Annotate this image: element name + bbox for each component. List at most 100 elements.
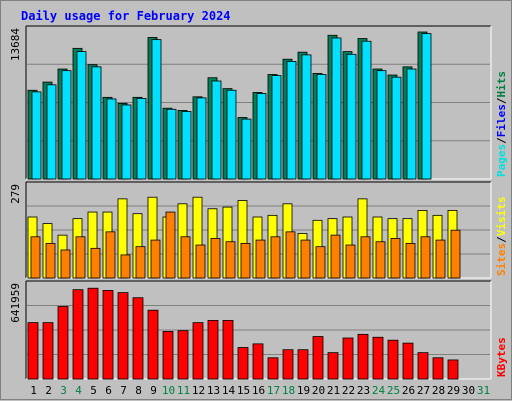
side-legend-visits: Visits (495, 197, 508, 237)
bar-pages-day-15 (241, 118, 252, 180)
bar-kbytes-day-24 (372, 336, 384, 380)
bar-kbytes-day-6 (102, 290, 114, 380)
bar-pages-day-12 (196, 97, 207, 180)
bar-sites-day-13 (210, 238, 221, 279)
bar-pages-day-23 (361, 40, 372, 180)
x-tick-label-day-4: 4 (75, 384, 82, 397)
x-tick-label-day-18: 18 (282, 384, 295, 397)
x-tick-label-day-29: 29 (447, 384, 460, 397)
bar-sites-day-23 (360, 236, 371, 279)
bar-pages-day-11 (181, 111, 192, 180)
bar-sites-day-15 (240, 242, 251, 279)
y-tick-label: 641959 (9, 283, 22, 323)
side-legend-pages: Pages (495, 144, 508, 177)
bar-sites-day-10 (165, 211, 176, 279)
bar-pages-day-3 (61, 70, 72, 180)
bar-sites-day-1 (30, 236, 41, 279)
x-tick-label-day-17: 17 (267, 384, 280, 397)
panel-kbytes: 641959 KBytes (9, 280, 508, 380)
bar-sites-day-12 (195, 244, 206, 279)
side-legend-slash: / (495, 137, 508, 144)
bar-pages-day-2 (46, 84, 57, 180)
side-legend: Pages/Files/Hits (495, 71, 508, 177)
x-tick-label-day-27: 27 (417, 384, 430, 397)
x-tick-label-day-12: 12 (192, 384, 205, 397)
y-tick-label: 279 (9, 184, 22, 204)
bar-sites-day-28 (435, 239, 446, 279)
panel-visits-sites: 279 Sites/Visits (9, 181, 508, 279)
side-legend-sites: Sites (495, 243, 508, 276)
x-tick-label-day-15: 15 (237, 384, 250, 397)
series-sites (30, 211, 461, 279)
bar-kbytes-day-9 (147, 309, 159, 380)
bar-sites-day-27 (420, 236, 431, 279)
bar-kbytes-day-17 (267, 357, 279, 380)
bar-kbytes-day-8 (132, 297, 144, 380)
bar-sites-day-29 (450, 229, 461, 279)
bar-sites-day-4 (75, 236, 86, 279)
bar-pages-day-13 (211, 80, 222, 180)
bar-sites-day-17 (270, 236, 281, 279)
bar-sites-day-8 (135, 246, 146, 279)
bar-sites-day-16 (255, 239, 266, 279)
bar-pages-day-17 (271, 75, 282, 180)
x-tick-label-day-19: 19 (297, 384, 310, 397)
x-tick-label-day-22: 22 (342, 384, 355, 397)
bar-kbytes-day-12 (192, 322, 204, 380)
x-tick-label-day-6: 6 (105, 384, 112, 397)
series-pages (31, 33, 432, 180)
bar-kbytes-day-19 (297, 349, 309, 380)
bar-kbytes-day-27 (417, 352, 429, 380)
bar-sites-day-9 (150, 239, 161, 279)
x-tick-label-day-30: 30 (462, 384, 475, 397)
bar-sites-day-21 (330, 234, 341, 279)
bar-kbytes-day-1 (27, 322, 39, 380)
bar-pages-day-16 (256, 93, 267, 180)
x-tick-label-day-9: 9 (150, 384, 157, 397)
bar-pages-day-14 (226, 89, 237, 180)
bar-pages-day-25 (391, 76, 402, 180)
bar-pages-day-4 (76, 51, 87, 180)
bar-kbytes-day-15 (237, 347, 249, 380)
y-tick-label: 13684 (9, 28, 22, 61)
x-tick-label-day-20: 20 (312, 384, 325, 397)
bar-kbytes-day-4 (72, 289, 84, 380)
bar-kbytes-day-22 (342, 337, 354, 380)
x-tick-label-day-2: 2 (45, 384, 52, 397)
bar-kbytes-day-7 (117, 292, 129, 380)
side-legend-slash: / (495, 236, 508, 243)
x-tick-label-day-5: 5 (90, 384, 97, 397)
x-tick-label-day-10: 10 (162, 384, 175, 397)
x-tick-label-day-1: 1 (30, 384, 37, 397)
bar-pages-day-10 (166, 108, 177, 180)
bar-sites-day-6 (105, 231, 116, 279)
bar-kbytes-day-2 (42, 322, 54, 380)
bar-sites-day-25 (390, 238, 401, 279)
bar-sites-day-14 (225, 241, 236, 279)
bar-kbytes-day-29 (447, 359, 459, 380)
bar-pages-day-18 (286, 61, 297, 180)
bar-kbytes-day-10 (162, 331, 174, 380)
side-legend: Sites/Visits (495, 197, 508, 277)
x-tick-label-day-14: 14 (222, 384, 236, 397)
bar-pages-day-6 (106, 98, 117, 180)
bar-pages-day-7 (121, 104, 132, 180)
bar-pages-day-24 (376, 70, 387, 180)
chart-title: Daily usage for February 2024 (21, 9, 231, 23)
bar-sites-day-11 (180, 236, 191, 279)
bar-pages-day-8 (136, 98, 147, 180)
bar-kbytes-day-21 (327, 352, 339, 380)
bar-pages-day-22 (346, 53, 357, 180)
x-tick-label-day-13: 13 (207, 384, 220, 397)
bar-kbytes-day-14 (222, 320, 234, 380)
x-tick-label-day-23: 23 (357, 384, 370, 397)
panel-pages-files-hits: 13684 Pages/Files/Hits (9, 25, 508, 180)
bar-sites-day-18 (285, 231, 296, 279)
bar-pages-day-27 (421, 33, 432, 180)
bar-kbytes-day-18 (282, 349, 294, 380)
side-legend-kbytes: KBytes (495, 337, 508, 377)
side-legend-files: Files (495, 104, 508, 137)
bar-kbytes-day-26 (402, 342, 414, 380)
bar-kbytes-day-28 (432, 357, 444, 380)
